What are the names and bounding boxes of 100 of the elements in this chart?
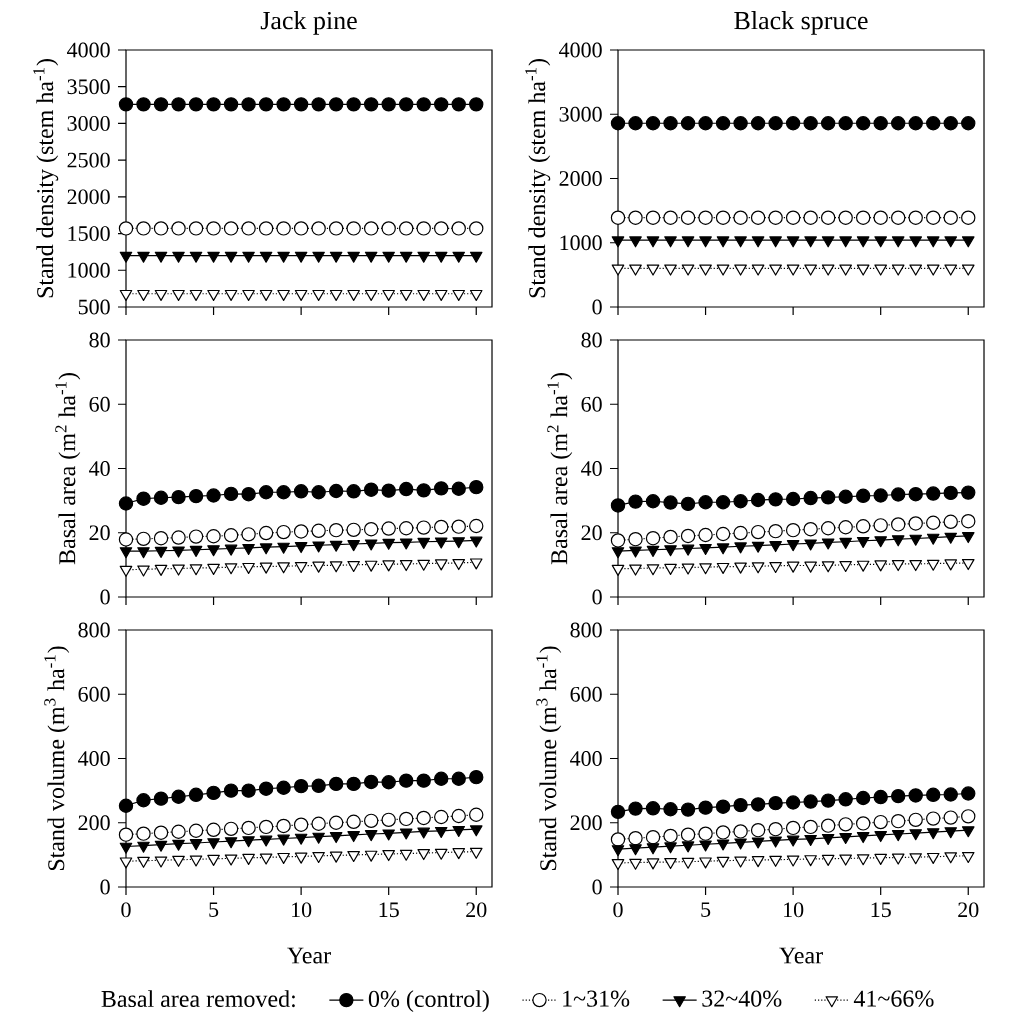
point [734,856,747,868]
point [750,822,766,838]
point [961,559,975,571]
point [207,289,220,301]
point [312,561,325,573]
point [312,541,325,553]
point [821,854,835,866]
point [294,833,308,845]
point [664,545,677,557]
point [646,564,660,576]
point [610,210,626,225]
point [944,236,958,248]
point [312,832,325,844]
y-axis-title: Basal area (m$^{2}$ ha$^{-1}$) [55,373,81,565]
point [786,236,800,248]
point [926,828,940,840]
y-tick-label: 800 [78,622,110,638]
point [645,210,661,225]
point [364,850,378,862]
point [363,813,379,829]
point [189,289,203,301]
point [416,483,431,498]
point [119,842,133,854]
point [734,236,747,248]
point [820,793,836,808]
point [469,251,483,263]
point [328,97,344,112]
point [434,481,449,496]
point [751,562,765,574]
point [434,848,448,860]
point [452,289,466,301]
point [399,828,413,840]
point [629,844,642,856]
point [224,289,238,301]
y-tick-label: 0 [592,299,602,315]
point [258,221,274,236]
x-tick-label: 0 [613,902,623,918]
point [769,561,782,574]
y-tick-label: 80 [89,332,110,348]
point [153,97,169,112]
point [663,116,678,131]
point [751,856,765,868]
point [364,251,378,263]
point [891,535,905,547]
point [750,210,766,225]
point [119,289,133,301]
point [119,565,133,577]
point [153,531,169,546]
point [329,561,343,573]
point [118,798,134,813]
point [207,563,220,575]
point [663,495,678,510]
y-tick-label: 200 [78,815,110,831]
point [452,251,466,263]
point [821,561,835,573]
point [646,858,660,870]
point [926,852,940,865]
x-axis-title: Year [287,947,331,964]
point [434,559,448,571]
point [873,210,888,225]
point [293,778,309,794]
point [417,537,431,549]
point [416,221,431,236]
point [856,264,870,276]
point [804,539,817,551]
y-axis-title: Stand volume (m$^{3}$ ha$^{-1}$) [44,646,70,871]
y-axis-title: Stand volume (m$^{3}$ ha$^{-1}$) [536,646,562,871]
point [785,491,801,507]
point [258,819,274,835]
y-tick-label: 20 [581,525,602,541]
point [399,560,413,572]
point [329,540,343,552]
x-tick-label: 10 [292,902,312,918]
point [276,524,291,540]
y-tick-label: 200 [570,815,602,831]
point [398,811,414,827]
point [681,857,695,869]
point [293,221,309,236]
point [820,521,836,536]
point [346,97,361,112]
point [961,116,976,131]
point [610,116,626,131]
point [908,210,923,225]
point [311,816,326,831]
point [820,818,836,833]
point [259,853,273,865]
point [347,850,360,863]
point [328,776,344,792]
point [855,488,871,503]
point [891,788,906,804]
point [188,488,204,504]
point [943,810,958,825]
point [750,492,766,508]
point [469,518,484,534]
y-tick-label: 80 [581,332,602,348]
point [311,523,326,539]
point [629,546,642,558]
point [803,819,818,835]
point [398,221,414,236]
point [943,210,958,225]
